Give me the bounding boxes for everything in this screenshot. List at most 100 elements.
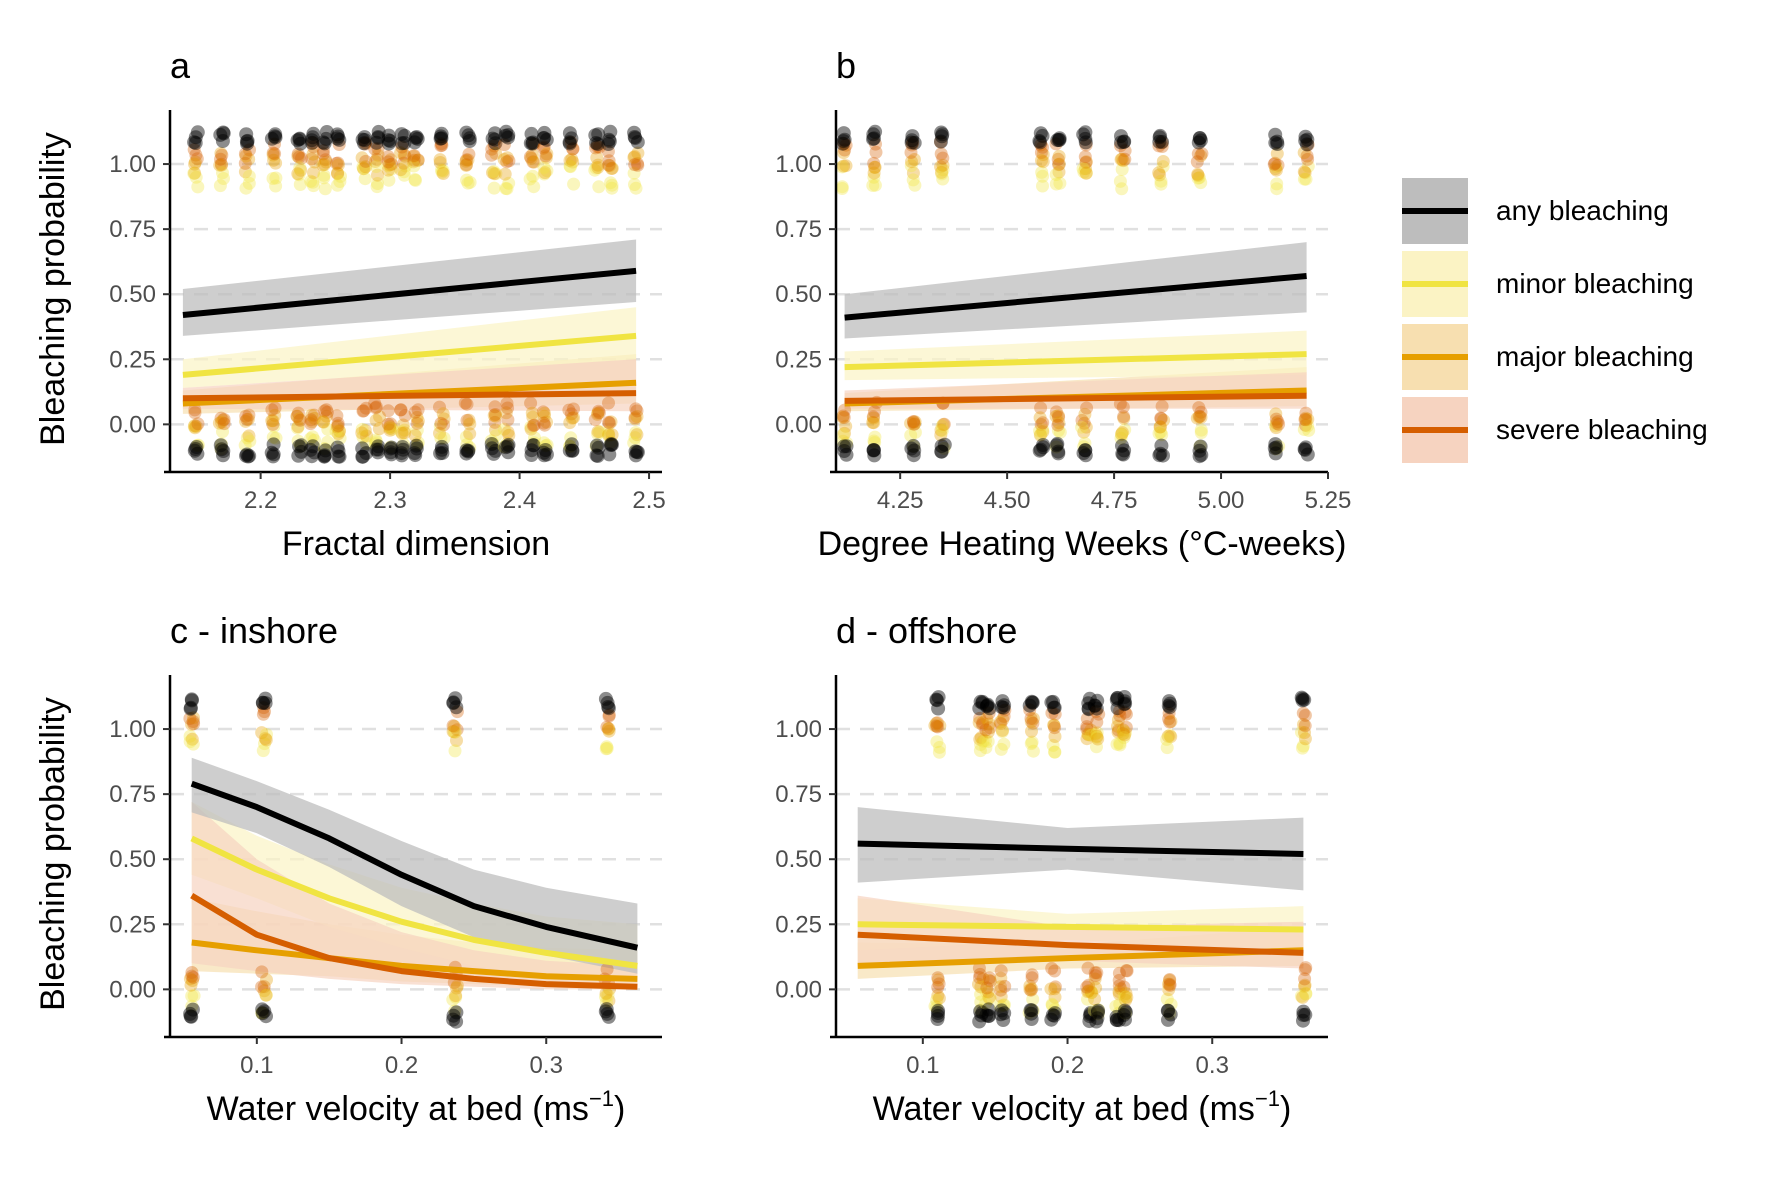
observation-point-any — [407, 135, 422, 150]
observation-point — [1194, 426, 1208, 440]
observation-point — [437, 412, 451, 426]
observation-point — [318, 404, 332, 418]
observation-point-any — [537, 125, 552, 140]
observation-point — [979, 985, 993, 999]
observation-point-any — [602, 134, 617, 149]
observation-point-any — [255, 1002, 270, 1017]
observation-point-any — [836, 136, 850, 151]
observation-point — [269, 156, 283, 170]
observation-point — [1163, 978, 1177, 992]
observation-point-any — [525, 135, 540, 150]
observation-point — [1079, 166, 1093, 180]
observation-point-any — [1048, 1006, 1062, 1021]
observation-point-any — [1296, 1008, 1311, 1022]
observation-point — [983, 721, 997, 735]
observation-point-any — [1270, 134, 1285, 149]
observation-point — [436, 164, 450, 178]
observation-point — [1045, 706, 1059, 720]
observation-point — [1163, 977, 1177, 991]
observation-point-any — [975, 1005, 990, 1020]
observation-point-any — [449, 1014, 464, 1029]
observation-point — [357, 162, 371, 175]
observation-point — [1024, 737, 1038, 751]
observation-point-any — [630, 135, 645, 150]
observation-point — [936, 172, 950, 186]
observation-point — [188, 406, 202, 420]
observation-point — [867, 434, 881, 448]
observation-point — [1299, 406, 1313, 420]
observation-point — [460, 173, 474, 187]
observation-point-any — [446, 1012, 461, 1027]
observation-point — [1078, 150, 1092, 164]
observation-point — [1192, 171, 1206, 185]
observation-point — [1081, 728, 1095, 742]
observation-point — [537, 140, 551, 154]
observation-point — [1114, 139, 1127, 153]
fit-line-severe-bleaching — [182, 390, 637, 402]
observation-point — [1194, 176, 1208, 190]
observation-point-any — [867, 443, 881, 458]
observation-point — [602, 428, 616, 442]
observation-point-any — [1298, 129, 1313, 144]
observation-point — [1090, 729, 1104, 743]
observation-point — [384, 162, 398, 176]
observation-point — [1052, 410, 1066, 424]
observation-point — [268, 147, 282, 161]
observation-point — [1115, 426, 1129, 440]
observation-point-any — [396, 442, 411, 457]
observation-point-any — [355, 449, 370, 464]
observation-point — [1119, 993, 1133, 1007]
y-tick-label: 0.50 — [109, 846, 156, 873]
observation-point — [213, 158, 227, 172]
observation-point — [837, 146, 851, 160]
observation-point — [629, 426, 643, 439]
observation-point — [461, 153, 475, 167]
observation-point — [267, 153, 281, 167]
observation-point — [908, 425, 922, 439]
observation-point — [1116, 400, 1130, 414]
observation-point — [602, 722, 615, 736]
observation-point — [359, 160, 373, 174]
observation-point — [563, 159, 577, 173]
observation-point — [396, 418, 410, 432]
observation-point — [331, 156, 345, 170]
observation-point — [527, 180, 541, 194]
observation-point — [869, 137, 882, 151]
observation-point-any — [627, 130, 642, 144]
observation-point — [318, 182, 332, 196]
observation-point — [1298, 963, 1312, 977]
observation-point-any — [394, 127, 409, 142]
observation-point — [433, 419, 447, 433]
observation-point — [1113, 709, 1127, 723]
observation-point — [188, 155, 202, 169]
observation-point — [1194, 149, 1208, 163]
observation-point — [1119, 707, 1133, 721]
observation-point — [1271, 415, 1285, 429]
observation-point — [501, 401, 515, 415]
observation-point — [1048, 990, 1062, 1004]
observation-point-any — [462, 134, 477, 148]
observation-point-any — [434, 126, 449, 141]
observation-point — [935, 167, 949, 181]
observation-point-any — [1116, 447, 1131, 462]
observation-point-any — [604, 438, 618, 452]
observation-point — [536, 405, 550, 419]
observation-point-any — [934, 134, 948, 149]
observation-point — [268, 401, 282, 415]
observation-point — [360, 436, 373, 450]
x-tick-label: 4.50 — [984, 487, 1031, 514]
observation-point — [306, 147, 320, 161]
observation-point — [539, 439, 553, 453]
observation-point-any — [216, 444, 231, 458]
observation-point-any — [591, 127, 606, 142]
observation-point-any — [1051, 446, 1066, 461]
observation-point-any — [433, 131, 448, 146]
observation-point — [1190, 155, 1204, 169]
observation-point — [186, 715, 200, 728]
observation-point-any — [395, 440, 410, 454]
observation-point — [994, 999, 1008, 1013]
observation-point — [836, 434, 850, 448]
observation-point — [997, 998, 1011, 1012]
observation-point — [1193, 409, 1207, 423]
observation-point — [527, 137, 541, 151]
